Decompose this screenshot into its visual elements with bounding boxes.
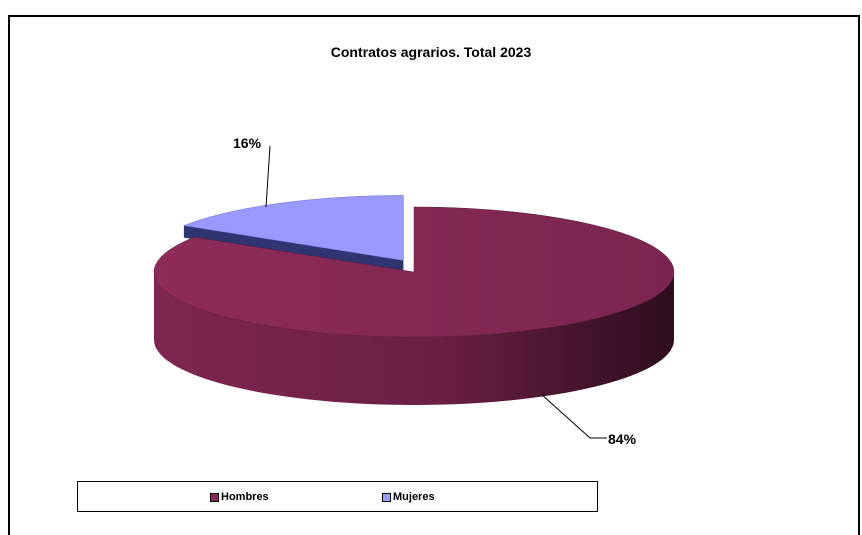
legend-item-mujeres: Mujeres: [382, 491, 435, 503]
pie-slice-mujeres-side: [183, 225, 404, 273]
chart-title: Contratos agrarios. Total 2023: [330, 44, 532, 60]
legend-swatch-mujeres: [382, 492, 391, 502]
legend-item-hombres: Hombres: [210, 491, 269, 503]
pie-chart: 84% 16%: [153, 135, 675, 447]
pie-slice-hombres: [153, 206, 675, 338]
data-label-mujeres: 16%: [233, 135, 262, 151]
leader-line-hombres: [540, 393, 607, 439]
legend-label-hombres: Hombres: [221, 491, 269, 503]
chart-frame: [8, 15, 860, 535]
pie-slice-hombres-side: [154, 272, 674, 405]
data-label-hombres: 84%: [608, 431, 637, 447]
leader-line-mujeres: [265, 145, 271, 208]
legend: Hombres Mujeres: [77, 481, 598, 512]
pie-slice-mujeres: [182, 195, 404, 261]
legend-swatch-hombres: [210, 492, 219, 502]
legend-label-mujeres: Mujeres: [393, 491, 435, 503]
